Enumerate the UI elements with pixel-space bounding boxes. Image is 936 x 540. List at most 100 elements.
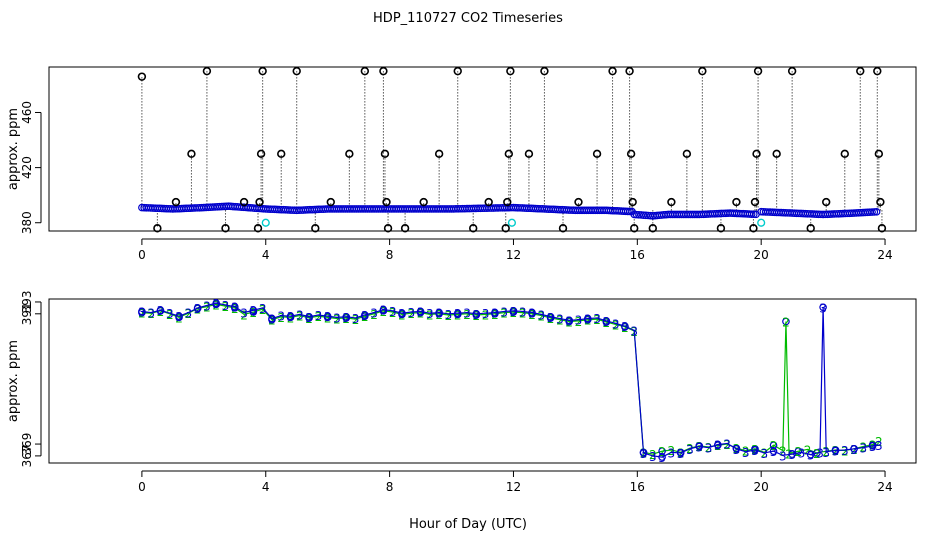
series-marker-3: 3 — [705, 442, 713, 456]
series-marker-3: 3 — [277, 310, 285, 324]
series-marker-2: 2 — [649, 448, 657, 462]
bottom-x-tick-label: 16 — [630, 480, 645, 494]
top-panel: 0 4 8 12 16 20 24 380 420 460 — [20, 66, 917, 262]
series-marker-2: 2 — [482, 308, 490, 322]
bottom-x-tick-label: 12 — [506, 480, 521, 494]
spike-point — [345, 149, 354, 159]
series-marker-2: 2 — [621, 321, 629, 335]
data-point — [398, 309, 406, 318]
series-marker-3: 3 — [816, 446, 824, 460]
spike-point — [221, 224, 230, 233]
series-marker-2: 2 — [203, 301, 211, 315]
series-marker-3: 3 — [445, 308, 453, 322]
data-point — [491, 308, 499, 317]
data-point — [632, 210, 641, 219]
series-marker-3: 3 — [556, 313, 564, 327]
series-marker-3: 3 — [832, 445, 840, 459]
data-point — [794, 447, 803, 455]
series-marker-2: 2 — [804, 443, 812, 457]
series-marker-3: 3 — [250, 304, 258, 318]
spike-point — [874, 149, 884, 159]
top-x-tick-label: 8 — [386, 248, 394, 262]
data-point — [212, 299, 221, 307]
spike-point — [749, 224, 758, 233]
spike-point — [419, 197, 428, 207]
series-marker-2: 2 — [454, 308, 462, 322]
series-marker-2: 2 — [612, 318, 620, 332]
spike-point — [504, 149, 514, 159]
spike-point — [630, 224, 639, 233]
spike-point — [608, 66, 617, 76]
series-marker-3: 3 — [528, 307, 536, 321]
spike-point — [453, 66, 462, 76]
series-marker-2: 2 — [584, 314, 592, 328]
series-marker-3: 3 — [668, 446, 676, 460]
series-marker-2: 2 — [305, 312, 313, 326]
spike-point — [400, 224, 410, 233]
spike-point — [873, 66, 882, 76]
data-point — [769, 447, 778, 455]
series-marker-3: 3 — [472, 308, 480, 322]
series-marker-3: 3 — [305, 311, 313, 325]
data-point — [676, 449, 685, 457]
series-marker-3: 3 — [819, 301, 827, 315]
data-point — [868, 442, 877, 450]
data-point — [546, 312, 555, 321]
data-point — [788, 450, 796, 458]
series-marker-3: 3 — [398, 307, 406, 321]
series-marker-3: 3 — [482, 307, 490, 321]
series-marker-2: 2 — [603, 316, 611, 330]
series-marker-3: 3 — [565, 314, 573, 328]
spike-point — [592, 149, 602, 159]
data-point — [175, 312, 183, 320]
data-point — [639, 211, 648, 219]
spike-point — [187, 149, 196, 159]
series-marker-2: 2 — [389, 306, 397, 320]
data-point — [732, 444, 741, 453]
spike-point — [239, 197, 249, 207]
spike-point — [752, 149, 761, 159]
series-marker-2: 2 — [575, 315, 583, 329]
spike-point — [856, 66, 865, 76]
spike-point — [648, 224, 658, 233]
series-marker-3: 3 — [603, 315, 611, 329]
series-marker-2: 2 — [175, 311, 183, 325]
data-point — [850, 444, 858, 453]
series-marker-3: 3 — [194, 302, 202, 316]
series-marker-3: 3 — [612, 317, 620, 331]
series-marker-3: 3 — [798, 446, 806, 460]
data-point — [361, 311, 369, 319]
top-y-tick-label: 420 — [20, 156, 34, 179]
series-marker-3: 3 — [491, 307, 499, 321]
spike-point — [258, 66, 267, 76]
spike-point — [822, 197, 831, 207]
bottom-y-tick-label: 391 — [20, 302, 34, 325]
series-marker-2: 2 — [398, 308, 406, 322]
series-marker-3: 3 — [203, 300, 211, 314]
series-marker-3: 3 — [287, 310, 295, 324]
data-point — [637, 211, 645, 219]
spike-point — [806, 224, 815, 233]
series-marker-2: 2 — [500, 307, 508, 321]
series-marker-2: 2 — [259, 303, 267, 317]
spike-point — [171, 197, 181, 207]
spike-point — [540, 66, 549, 76]
data-point — [658, 453, 666, 461]
series-marker-2: 2 — [472, 309, 480, 323]
data-point — [249, 306, 258, 315]
series-marker-3: 3 — [315, 309, 323, 323]
bottom-x-tick-label: 4 — [262, 480, 270, 494]
series-marker-2: 2 — [185, 307, 193, 321]
series-marker-2: 2 — [795, 445, 803, 459]
spike-point — [506, 66, 515, 76]
series-marker-3: 3 — [807, 449, 815, 463]
top-x-tick-label: 24 — [877, 248, 892, 262]
series-marker-3: 3 — [175, 310, 183, 324]
spike-point — [503, 197, 512, 207]
data-point — [342, 312, 351, 321]
series-marker-3: 3 — [389, 305, 397, 319]
data-point — [138, 307, 146, 316]
spike-point — [383, 224, 393, 233]
top-y-axis-label: approx. ppm — [6, 108, 21, 190]
